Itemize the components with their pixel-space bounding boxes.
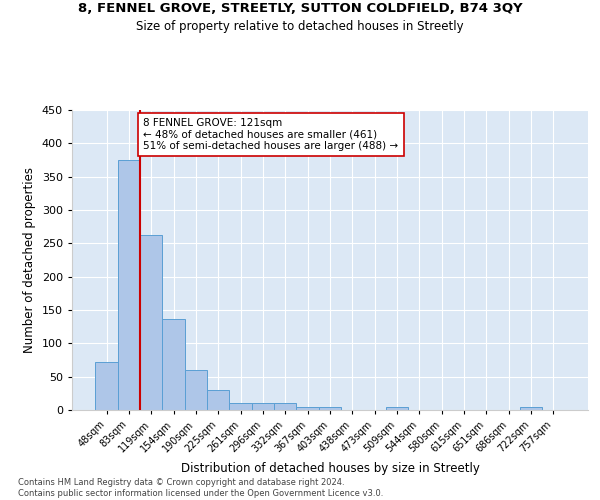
Bar bbox=[229, 404, 252, 410]
Bar bbox=[185, 370, 207, 410]
Text: Size of property relative to detached houses in Streetly: Size of property relative to detached ho… bbox=[136, 20, 464, 33]
Bar bbox=[296, 406, 319, 410]
Bar bbox=[140, 236, 163, 410]
Text: 8, FENNEL GROVE, STREETLY, SUTTON COLDFIELD, B74 3QY: 8, FENNEL GROVE, STREETLY, SUTTON COLDFI… bbox=[77, 2, 523, 16]
Bar bbox=[118, 160, 140, 410]
Bar bbox=[274, 404, 296, 410]
Bar bbox=[319, 406, 341, 410]
Bar bbox=[163, 320, 185, 410]
Y-axis label: Number of detached properties: Number of detached properties bbox=[23, 167, 36, 353]
Bar bbox=[252, 404, 274, 410]
Bar bbox=[207, 390, 229, 410]
Bar bbox=[95, 362, 118, 410]
Bar bbox=[520, 406, 542, 410]
Text: 8 FENNEL GROVE: 121sqm
← 48% of detached houses are smaller (461)
51% of semi-de: 8 FENNEL GROVE: 121sqm ← 48% of detached… bbox=[143, 118, 398, 151]
Bar bbox=[386, 406, 408, 410]
Text: Contains HM Land Registry data © Crown copyright and database right 2024.
Contai: Contains HM Land Registry data © Crown c… bbox=[18, 478, 383, 498]
X-axis label: Distribution of detached houses by size in Streetly: Distribution of detached houses by size … bbox=[181, 462, 479, 475]
